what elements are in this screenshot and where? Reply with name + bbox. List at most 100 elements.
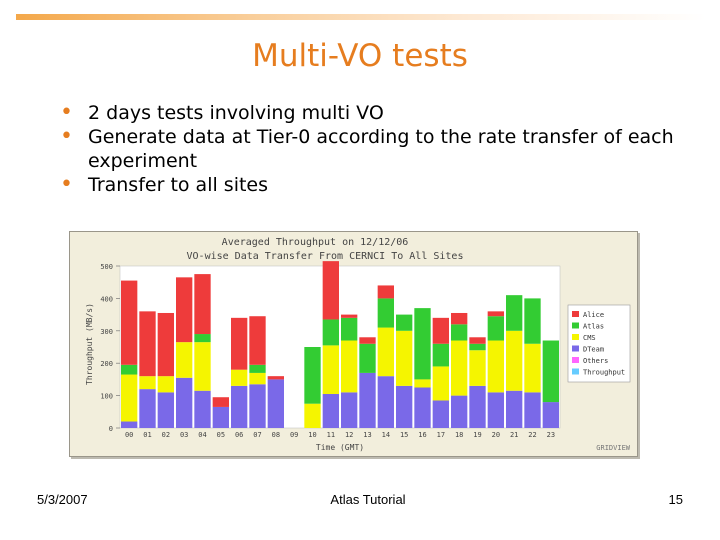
x-tick-label: 17 xyxy=(437,431,445,439)
bar-segment-cms xyxy=(139,376,156,390)
bar-segment-cms xyxy=(451,340,468,396)
y-tick-label: 0 xyxy=(109,425,113,433)
x-tick-label: 02 xyxy=(162,431,170,439)
bar-segment-alice xyxy=(231,317,248,370)
y-tick-label: 200 xyxy=(100,360,113,368)
x-tick-label: 14 xyxy=(382,431,390,439)
bar-segment-alice xyxy=(359,337,376,344)
y-tick-label: 300 xyxy=(100,328,113,336)
x-axis-label: Time (GMT) xyxy=(316,443,364,452)
bar-segment-cms xyxy=(249,372,266,385)
legend-swatch xyxy=(572,334,579,340)
bar-segment-dteam xyxy=(121,421,138,428)
plot-area: 0 100 200 300 400 500 00 01 02 03 04 05 06 07 08 09 10 11… xyxy=(100,261,561,439)
x-tick-label: 22 xyxy=(528,431,536,439)
bar-segment-dteam xyxy=(341,392,358,428)
bar-segment-alice xyxy=(157,312,174,377)
x-tick-label: 03 xyxy=(180,431,188,439)
bar-segment-atlas xyxy=(121,364,138,375)
bar-segment-cms xyxy=(414,379,431,388)
x-tick-label: 06 xyxy=(235,431,243,439)
bar-segment-dteam xyxy=(396,385,413,428)
chart-watermark: GRIDVIEW xyxy=(596,444,631,452)
bar-segment-dteam xyxy=(487,392,504,428)
legend-swatch xyxy=(572,322,579,329)
bar-segment-alice xyxy=(322,261,339,320)
bar-segment-atlas xyxy=(377,298,394,328)
bar-segment-atlas xyxy=(396,314,413,331)
bar-segment-atlas xyxy=(414,308,431,380)
x-tick-label: 11 xyxy=(327,431,335,439)
bar-segment-dteam xyxy=(176,377,193,428)
bar-segment-dteam xyxy=(359,372,376,428)
bar-segment-dteam xyxy=(542,402,559,428)
bar-segment-alice xyxy=(139,311,156,377)
footer-center: Atlas Tutorial xyxy=(330,492,406,507)
bar-segment-atlas xyxy=(194,334,211,343)
bar-segment-alice xyxy=(451,312,468,325)
bar-segment-alice xyxy=(212,397,229,407)
x-tick-label: 00 xyxy=(125,431,133,439)
bar-segment-cms xyxy=(322,345,339,394)
bar-segment-dteam xyxy=(249,384,266,428)
bar-segment-alice xyxy=(267,376,284,380)
bar-segment-cms xyxy=(469,350,486,386)
x-tick-label: 09 xyxy=(290,431,298,439)
legend-swatch xyxy=(572,311,579,317)
legend-label: Atlas xyxy=(583,323,604,331)
bar-segment-cms xyxy=(506,330,523,391)
chart-subtitle: VO-wise Data Transfer From CERNCI To All… xyxy=(187,251,464,262)
x-tick-label: 15 xyxy=(400,431,408,439)
legend-label: Alice xyxy=(583,311,604,319)
x-tick-label: 20 xyxy=(492,431,500,439)
y-tick-label: 500 xyxy=(100,263,113,271)
bar-segment-alice xyxy=(249,316,266,365)
legend-label: Others xyxy=(583,357,608,365)
bar-segment-atlas xyxy=(304,347,321,404)
x-tick-label: 12 xyxy=(345,431,353,439)
y-tick-label: 400 xyxy=(100,295,113,303)
bar-segment-dteam xyxy=(506,390,523,428)
chart-svg: Averaged Throughput on 12/12/06 VO-wise … xyxy=(85,237,631,452)
bar-segment-atlas xyxy=(249,364,266,373)
y-axis-label: Throughput (MB/s) xyxy=(85,303,94,385)
x-tick-label: 16 xyxy=(418,431,426,439)
bar-segment-alice xyxy=(194,274,211,335)
legend-label: Throughput xyxy=(583,369,625,377)
bar-segment-dteam xyxy=(231,385,248,428)
bar-segment-dteam xyxy=(139,389,156,428)
bar-segment-dteam xyxy=(267,379,284,428)
bullet-list: 2 days tests involving multi VO Generate… xyxy=(58,101,698,197)
bar-segment-dteam xyxy=(414,387,431,428)
bar-segment-cms xyxy=(176,342,193,378)
bar-segment-atlas xyxy=(542,340,559,403)
bar-segment-cms xyxy=(487,340,504,393)
footer-date: 5/3/2007 xyxy=(37,492,88,507)
bar-segment-alice xyxy=(341,314,358,318)
top-accent-bar xyxy=(16,14,706,20)
bar-segment-atlas xyxy=(359,343,376,373)
bar-segment-dteam xyxy=(451,395,468,428)
bar-segment-dteam xyxy=(322,393,339,428)
bar-segment-cms xyxy=(341,340,358,393)
bar-segment-cms xyxy=(157,376,174,393)
bar-segment-cms xyxy=(194,342,211,391)
bullet-item: Transfer to all sites xyxy=(58,173,698,197)
plot-background xyxy=(119,265,561,429)
bar-segment-dteam xyxy=(194,390,211,428)
bar-segment-atlas xyxy=(469,343,486,351)
throughput-chart: Averaged Throughput on 12/12/06 VO-wise … xyxy=(69,231,638,457)
bar-segment-cms xyxy=(396,330,413,386)
bar-segment-atlas xyxy=(487,316,504,341)
bar-segment-alice xyxy=(432,317,449,344)
chart-title: Averaged Throughput on 12/12/06 xyxy=(222,237,409,248)
x-tick-label: 19 xyxy=(473,431,481,439)
x-tick-label: 01 xyxy=(143,431,151,439)
footer-page-number: 15 xyxy=(668,492,683,507)
bullet-item: Generate data at Tier-0 according to the… xyxy=(58,125,698,173)
bar-segment-dteam xyxy=(524,392,541,428)
bar-segment-cms xyxy=(304,403,321,428)
x-tick-label: 07 xyxy=(253,431,261,439)
x-tick-label: 18 xyxy=(455,431,463,439)
legend-label: CMS xyxy=(583,334,596,342)
